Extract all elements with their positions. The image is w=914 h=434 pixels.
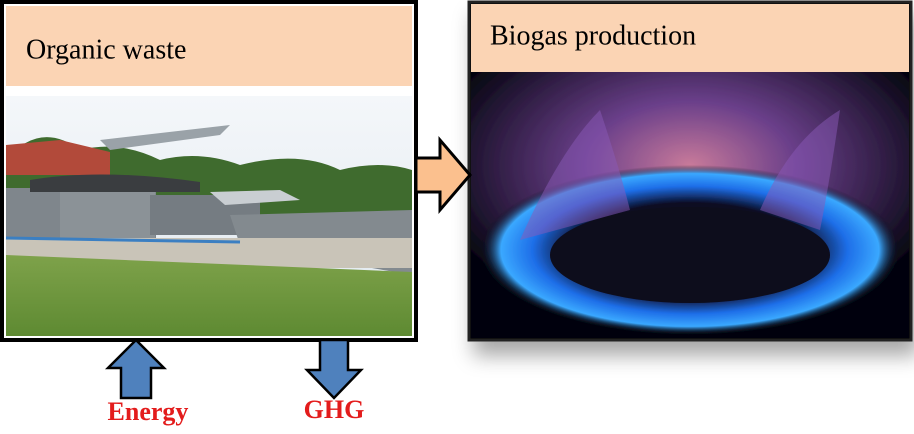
right-panel: Biogas production [469, 2, 911, 340]
output-arrow [307, 340, 361, 398]
panel-title: Organic waste [26, 34, 186, 65]
flow-arrow [416, 140, 470, 210]
input-label: Energy [108, 397, 189, 426]
diagram: Organic waste Biogas productio [0, 0, 914, 434]
panel-title: Biogas production [490, 20, 696, 51]
left-panel: Organic waste [2, 2, 416, 340]
output-label: GHG [304, 395, 365, 424]
photo-biogas-plant [6, 96, 412, 336]
input-arrow [108, 340, 164, 398]
photo-gas-flame [471, 72, 909, 338]
